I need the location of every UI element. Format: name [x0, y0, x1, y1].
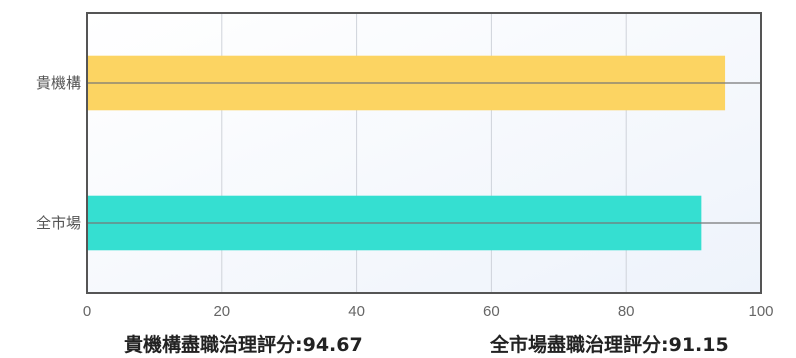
x-tick-label-80: 80 — [618, 303, 635, 320]
plot-frame — [86, 12, 762, 294]
category-label-2: 全市場 — [36, 214, 81, 232]
x-axis-ticks: 0 20 40 60 80 100 — [83, 303, 774, 320]
category-label-1: 貴機構 — [36, 75, 81, 92]
score-footer: 貴機構盡職治理評分:94.67 全市場盡職治理評分:91.15 — [0, 328, 796, 358]
plot-area — [87, 13, 761, 293]
x-tick-label-40: 40 — [348, 303, 365, 320]
bars — [87, 55, 761, 251]
x-tick-label-0: 0 — [83, 303, 91, 320]
market-score-label: 全市場盡職治理評分:91.15 — [490, 334, 729, 356]
own-score-label: 貴機構盡職治理評分:94.67 — [124, 334, 363, 356]
x-tick-label-60: 60 — [483, 303, 500, 320]
x-tick-label-100: 100 — [748, 303, 773, 320]
x-tick-label-20: 20 — [213, 303, 230, 320]
